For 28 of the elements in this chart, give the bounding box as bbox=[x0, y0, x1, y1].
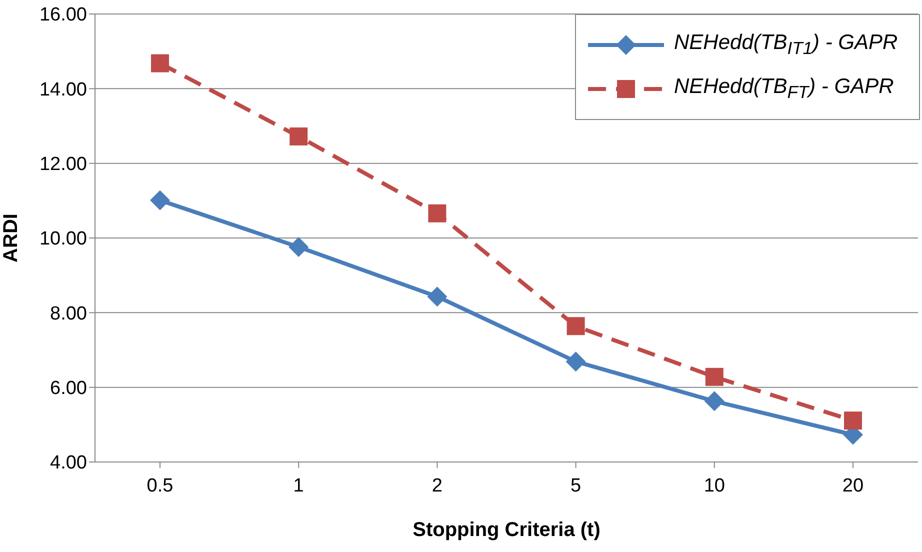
x-tick-label: 20 bbox=[842, 475, 864, 496]
y-tick-label: 14.00 bbox=[39, 79, 87, 100]
point bbox=[566, 352, 586, 372]
legend-label: NEHedd(TB$_{IT1}$) - GAPR bbox=[674, 30, 898, 60]
y-tick-label: 4.00 bbox=[50, 452, 87, 474]
x-axis-title: Stopping Criteria (t) bbox=[412, 519, 600, 541]
x-tick-label: 10 bbox=[704, 475, 725, 496]
point bbox=[150, 190, 170, 210]
point bbox=[704, 391, 724, 412]
point bbox=[705, 368, 724, 386]
point bbox=[428, 204, 446, 222]
x-tick-label: 0.5 bbox=[146, 475, 174, 496]
point bbox=[151, 54, 169, 72]
y-tick-label: 6.00 bbox=[50, 378, 87, 400]
x-tick-label: 1 bbox=[293, 475, 304, 496]
legend-label: NEHedd(TB$_{FT}$) - GAPR bbox=[674, 74, 894, 104]
y-tick-label: 8.00 bbox=[50, 303, 87, 324]
x-tick-label: 2 bbox=[432, 475, 442, 496]
point bbox=[427, 286, 448, 307]
x-tick-label: 5 bbox=[570, 475, 582, 496]
point bbox=[566, 317, 585, 336]
y-tick-label: 16.00 bbox=[39, 4, 87, 26]
point bbox=[288, 236, 309, 257]
y-tick-label: 12.00 bbox=[39, 154, 87, 176]
point bbox=[290, 127, 308, 146]
y-axis-title: ARDI bbox=[0, 214, 22, 262]
y-tick-label: 10.00 bbox=[39, 228, 87, 250]
point bbox=[844, 412, 862, 430]
